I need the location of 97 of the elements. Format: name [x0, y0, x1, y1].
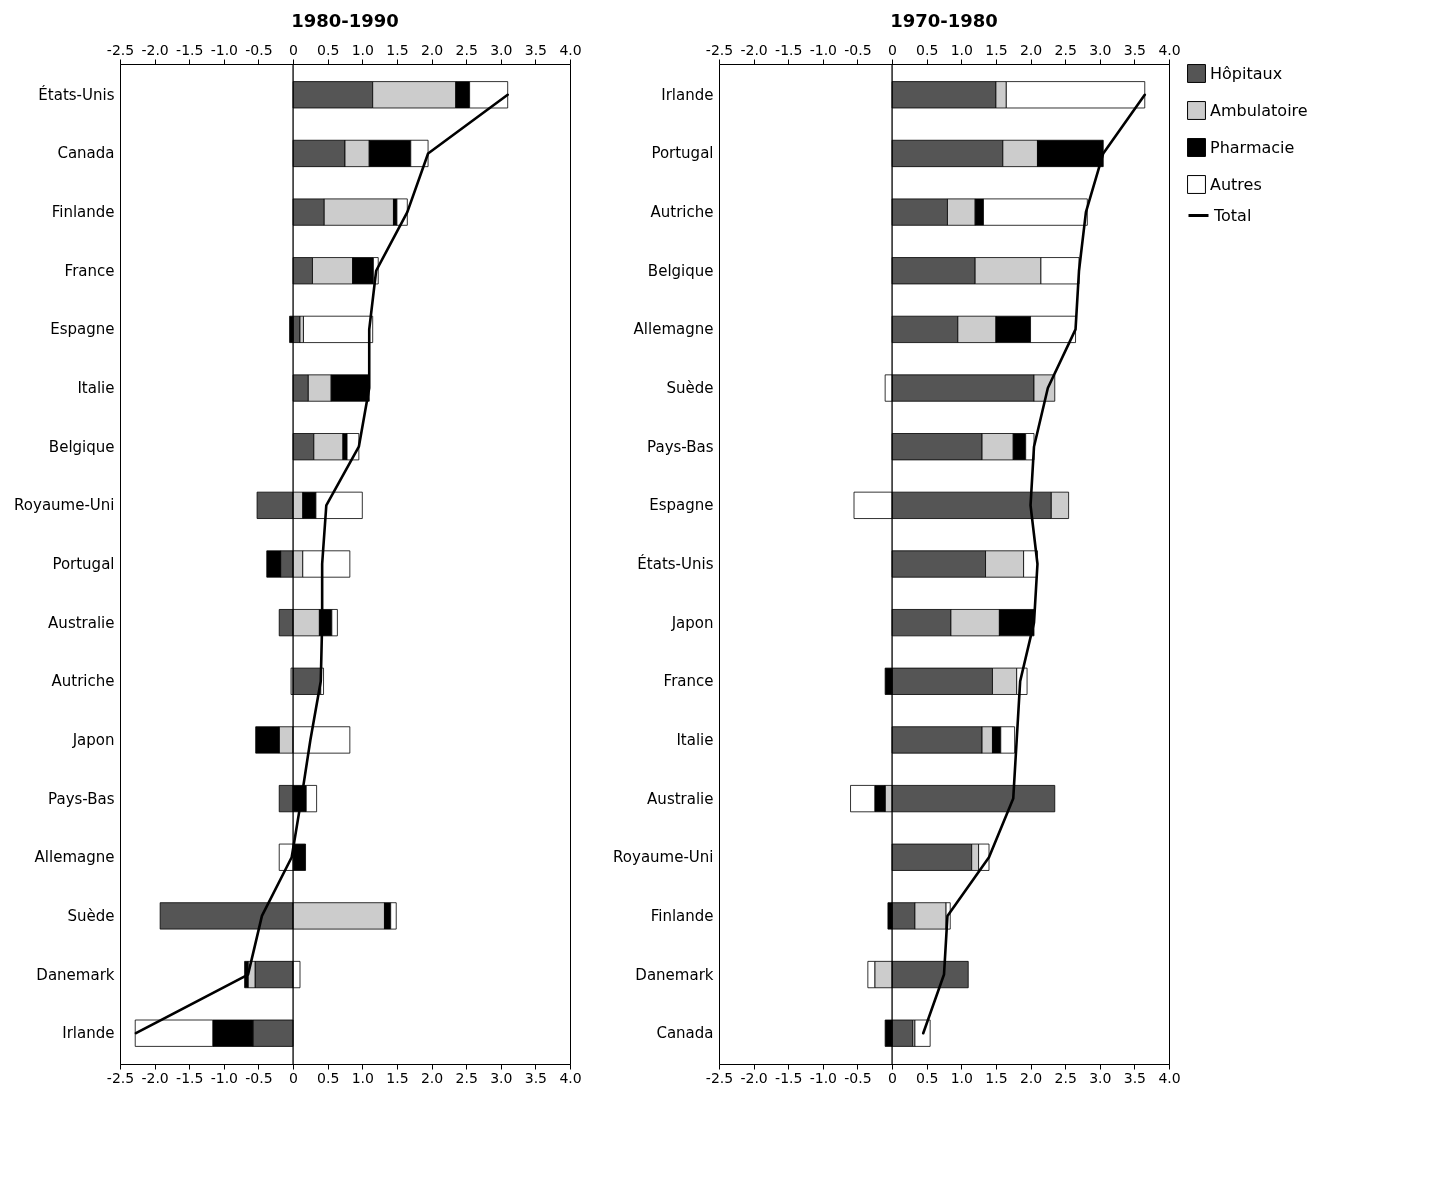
x2-tick-label: -2.5	[106, 41, 135, 58]
y-tick-label: Canada	[57, 144, 115, 163]
x2-tick-label: 0.5	[317, 41, 340, 58]
x-tick-label: -0.5	[245, 1069, 273, 1086]
x2-tick-label: 3.0	[1089, 41, 1112, 58]
x-tick-label: -2.0	[740, 1069, 768, 1086]
legend-label: Pharmacie	[1210, 137, 1295, 157]
legend-label: Total	[1213, 205, 1252, 225]
y-tick-label: Suède	[666, 379, 714, 398]
x-tick-label: -2.0	[141, 1069, 169, 1086]
x2-tick-label: 2.5	[1054, 41, 1077, 58]
y-tick-label: Finlande	[650, 906, 714, 925]
y-tick-label: Portugal	[651, 144, 714, 163]
x2-tick-label: -2.0	[740, 41, 768, 58]
y-tick-label: Italie	[77, 379, 115, 398]
x2-tick-label: -0.5	[844, 41, 872, 58]
y-tick-label: Finlande	[51, 203, 115, 222]
x-tick-label: 3.0	[490, 1069, 513, 1086]
y-tick-label: Allemagne	[34, 848, 115, 867]
x2-tick-label: 0.5	[916, 41, 939, 58]
x2-tick-label: 3.5	[1123, 41, 1147, 58]
legend-label: Ambulatoire	[1210, 100, 1308, 120]
x2-tick-label: 1.5	[985, 41, 1008, 58]
x2-tick-label: -0.5	[245, 41, 273, 58]
x-tick-label: 2.5	[455, 1069, 478, 1086]
legend-label: Autres	[1210, 174, 1262, 194]
y-tick-label: Australie	[647, 789, 714, 808]
x2-tick-label: 1.5	[386, 41, 409, 58]
x-tick-label: 1.0	[950, 1069, 973, 1086]
x-tick-label: -2.5	[106, 1069, 135, 1086]
x-tick-label: -1.0	[809, 1069, 838, 1086]
x-tick-label: -1.5	[775, 1069, 803, 1086]
x2-tick-label: 3.5	[524, 41, 548, 58]
x2-tick-label: 0	[888, 41, 898, 58]
y-tick-label: Pays-Bas	[48, 789, 115, 808]
x-tick-label: 4.0	[1158, 1069, 1181, 1086]
y-tick-label: Espagne	[50, 320, 115, 339]
x-tick-label: 3.0	[1089, 1069, 1112, 1086]
x-tick-label: 0.5	[317, 1069, 340, 1086]
y-tick-label: Irlande	[62, 1024, 115, 1043]
x-tick-label: -1.0	[210, 1069, 239, 1086]
y-tick-label: France	[64, 261, 115, 280]
x-tick-label: 3.5	[1123, 1069, 1147, 1086]
x-tick-label: -0.5	[844, 1069, 872, 1086]
x-tick-label: 0	[888, 1069, 898, 1086]
x-tick-label: 4.0	[559, 1069, 582, 1086]
y-tick-label: Italie	[676, 730, 714, 749]
x-tick-label: 0.5	[916, 1069, 939, 1086]
x2-tick-label: 4.0	[1158, 41, 1181, 58]
x2-tick-label: -1.0	[210, 41, 239, 58]
x-tick-label: 2.0	[420, 1069, 444, 1086]
chart-title: 1980-1990	[291, 10, 399, 31]
x2-tick-label: -2.5	[705, 41, 734, 58]
x2-tick-label: 1.0	[950, 41, 973, 58]
y-tick-label: Pays-Bas	[647, 437, 714, 456]
y-tick-label: Royaume-Uni	[613, 848, 714, 867]
x2-tick-label: 2.0	[1019, 41, 1043, 58]
x-tick-label: 3.5	[524, 1069, 548, 1086]
y-tick-label: Espagne	[649, 496, 714, 515]
y-tick-label: Australie	[48, 613, 115, 632]
y-tick-label: Suède	[67, 906, 115, 925]
x2-tick-label: 2.0	[420, 41, 444, 58]
x-tick-label: 1.5	[985, 1069, 1008, 1086]
y-tick-label: Royaume-Uni	[14, 496, 115, 515]
x2-tick-label: -1.5	[176, 41, 204, 58]
y-tick-label: Belgique	[647, 261, 714, 280]
x2-tick-label: 1.0	[351, 41, 374, 58]
y-tick-label: Japon	[670, 613, 714, 632]
y-tick-label: Danemark	[36, 965, 115, 984]
y-tick-label: Autriche	[650, 203, 714, 222]
x2-tick-label: 2.5	[455, 41, 478, 58]
x-tick-label: 0	[289, 1069, 299, 1086]
y-tick-label: Autriche	[51, 672, 115, 691]
y-tick-label: Japon	[71, 730, 115, 749]
y-tick-label: Irlande	[661, 85, 714, 104]
y-tick-label: États-Unis	[637, 554, 714, 573]
x2-tick-label: 3.0	[490, 41, 513, 58]
y-tick-label: Canada	[656, 1024, 714, 1043]
x-tick-label: -1.5	[176, 1069, 204, 1086]
x-tick-label: 1.0	[351, 1069, 374, 1086]
x-tick-label: -2.5	[705, 1069, 734, 1086]
y-tick-label: Danemark	[635, 965, 714, 984]
y-tick-label: France	[663, 672, 714, 691]
x2-tick-label: -1.0	[809, 41, 838, 58]
x2-tick-label: -2.0	[141, 41, 169, 58]
legend-label: Hôpitaux	[1210, 63, 1283, 83]
x-tick-label: 2.5	[1054, 1069, 1077, 1086]
y-tick-label: États-Unis	[38, 84, 115, 104]
y-tick-label: Portugal	[52, 555, 115, 573]
chart-title: 1970-1980	[890, 10, 998, 31]
x-tick-label: 1.5	[386, 1069, 409, 1086]
y-tick-label: Belgique	[48, 437, 115, 456]
x-tick-label: 2.0	[1019, 1069, 1043, 1086]
x2-tick-label: 0	[289, 41, 299, 58]
x2-tick-label: -1.5	[775, 41, 803, 58]
y-tick-label: Allemagne	[633, 320, 714, 339]
x2-tick-label: 4.0	[559, 41, 582, 58]
